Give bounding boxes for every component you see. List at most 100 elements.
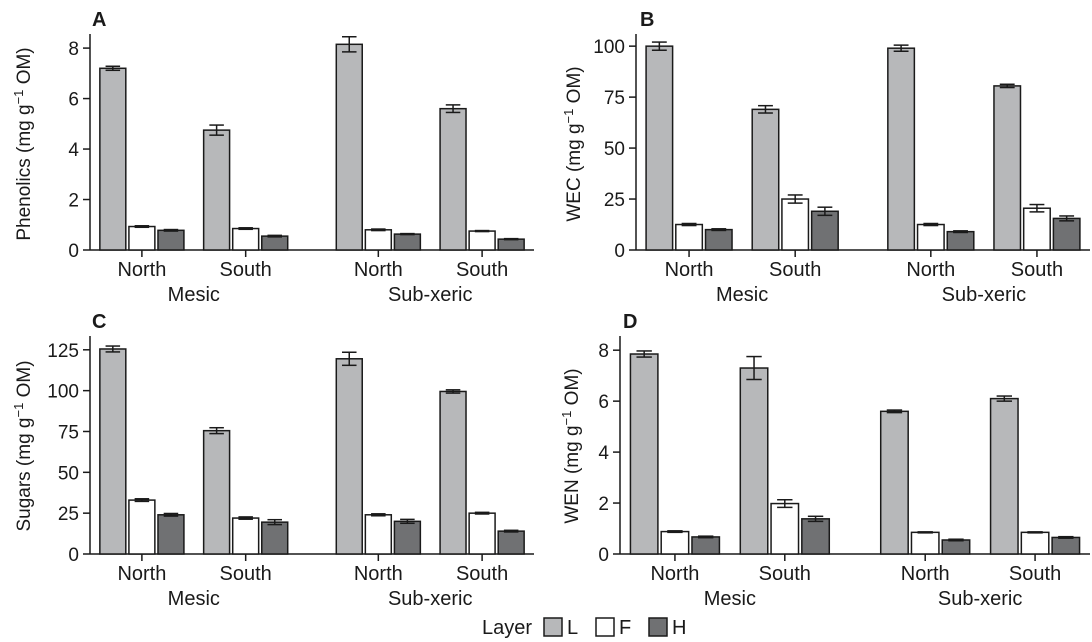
bar-l (202, 429, 231, 555)
bar-l (439, 390, 467, 555)
y-tick-label: 2 (598, 494, 609, 515)
bar-h (810, 210, 839, 251)
panel-letter: B (640, 9, 654, 31)
y-tick-label: 125 (47, 341, 79, 362)
bar-l (99, 67, 127, 251)
category-label: North (354, 563, 403, 585)
group-label: Mesic (704, 588, 756, 610)
group-label: Mesic (168, 588, 220, 610)
bar-h (1051, 536, 1081, 555)
category-label: South (1009, 563, 1061, 585)
y-tick-label: 100 (593, 37, 625, 58)
legend-swatch-l (543, 617, 563, 637)
category-label: South (220, 259, 272, 281)
panel-letter: C (92, 311, 106, 333)
group-label: Sub-xeric (388, 588, 472, 610)
bar-h (497, 530, 525, 555)
legend-label-h: H (672, 617, 686, 639)
legend-label-l: L (567, 617, 578, 639)
bar-h (261, 521, 289, 555)
bar-l (751, 108, 780, 251)
bar-l (202, 129, 231, 251)
bar-l (993, 85, 1022, 251)
category-label: South (456, 563, 508, 585)
bar-h (393, 233, 422, 251)
bar-f (364, 514, 393, 555)
bar-h (157, 514, 185, 555)
y-tick-label: 4 (68, 140, 79, 161)
y-axis-label: WEN (mg g−1 OM) (559, 368, 583, 523)
category-label: North (117, 563, 166, 585)
bar-f (128, 225, 156, 251)
group-label: Sub-xeric (938, 588, 1022, 610)
bar-f (660, 530, 690, 555)
bar-h (393, 520, 422, 555)
panel-c: C Sugars (mg g−1 OM) 0 25 50 75 100 125 North Sou… (11, 311, 534, 610)
bar-f (231, 227, 260, 251)
y-axis-label: Phenolics (mg g−1 OM) (11, 47, 35, 240)
bar-h (941, 539, 971, 555)
bar-h (801, 518, 831, 555)
category-label: North (117, 259, 166, 281)
y-tick-label: 25 (604, 190, 625, 211)
y-tick-label: 100 (47, 382, 79, 403)
legend-swatch-h (648, 617, 668, 637)
y-tick-label: 50 (58, 463, 79, 484)
y-tick-label: 75 (604, 88, 625, 109)
bar-f (128, 499, 156, 555)
panel-a: A Phenolics (mg g−1 OM) 0 2 4 6 8 North South Nor… (11, 9, 534, 306)
bar-h (1052, 217, 1081, 251)
chart-panels: A Phenolics (mg g−1 OM) 0 2 4 6 8 North South Nor… (11, 9, 1090, 610)
bar-f (910, 531, 940, 555)
y-tick-label: 0 (68, 241, 79, 262)
bar-f (916, 223, 945, 251)
y-tick-label: 8 (598, 341, 609, 362)
category-label: North (650, 563, 699, 585)
y-tick-label: 50 (604, 139, 625, 160)
y-axis-label: Sugars (mg g−1 OM) (11, 360, 35, 531)
panel-letter: A (92, 9, 106, 31)
legend-label-f: F (619, 617, 631, 639)
bar-f (364, 229, 393, 251)
bar-l (887, 47, 916, 251)
bar-l (739, 367, 769, 555)
bar-l (335, 43, 363, 251)
y-tick-label: 0 (598, 545, 609, 566)
group-label: Mesic (716, 284, 768, 306)
group-label: Mesic (168, 284, 220, 306)
category-label: South (456, 259, 508, 281)
bar-l (99, 348, 127, 555)
y-tick-label: 0 (614, 241, 625, 262)
bar-f (1020, 531, 1050, 555)
category-label: North (665, 259, 714, 281)
legend-title: Layer (482, 617, 532, 639)
y-tick-label: 6 (68, 90, 79, 111)
bar-l (439, 107, 467, 251)
legend-swatch-f (595, 617, 615, 637)
bar-l (645, 45, 674, 251)
bar-f (675, 223, 704, 251)
bar-f (781, 198, 810, 251)
bar-f (1022, 207, 1051, 251)
bar-l (335, 358, 363, 555)
category-label: North (354, 259, 403, 281)
panel-letter: D (623, 311, 637, 333)
legend: Layer L F H (482, 617, 686, 639)
y-tick-label: 4 (598, 443, 609, 464)
bar-h (497, 238, 525, 251)
bar-f (468, 512, 496, 555)
bar-h (691, 536, 721, 555)
bar-f (468, 230, 496, 251)
bar-f (770, 502, 800, 555)
y-tick-label: 75 (58, 422, 79, 443)
group-label: Sub-xeric (942, 284, 1026, 306)
category-label: North (901, 563, 950, 585)
panel-d: D WEN (mg g−1 OM) 0 2 4 6 8 North South North Sout… (559, 311, 1090, 610)
y-tick-label: 8 (68, 39, 79, 60)
group-label: Sub-xeric (388, 284, 472, 306)
category-label: North (906, 259, 955, 281)
y-tick-label: 2 (68, 191, 79, 212)
y-tick-label: 6 (598, 392, 609, 413)
bar-h (157, 229, 185, 251)
